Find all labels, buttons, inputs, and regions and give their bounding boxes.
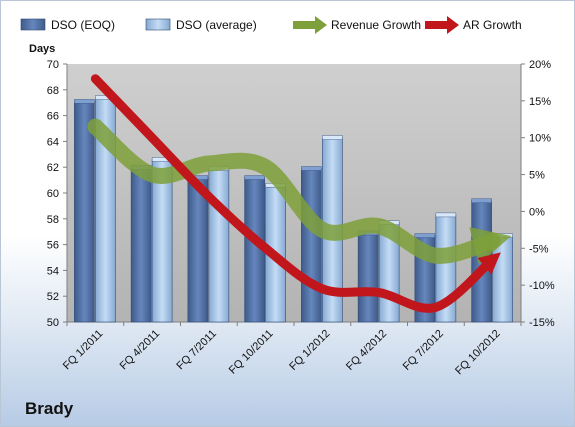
y-tick-label: 52 — [47, 291, 59, 303]
legend-label: Revenue Growth — [331, 18, 421, 32]
bar-cap — [414, 233, 436, 238]
legend: DSO (EOQ) DSO (average) Revenue Growth AR G… — [20, 16, 522, 34]
y-tick-label: 54 — [47, 265, 59, 277]
legend-arrow-icon — [425, 16, 459, 34]
point-revenue-growth — [152, 174, 153, 175]
y-tick-label: 62 — [47, 162, 59, 174]
line-revenue-growth — [87, 118, 512, 265]
bar-dso-average — [208, 168, 230, 323]
x-tick-label: FQ 10/2012 — [453, 328, 503, 378]
point-revenue-growth — [492, 240, 493, 241]
point-ar-growth — [492, 259, 493, 260]
x-tick-label: FQ 4/2011 — [118, 328, 163, 373]
y2-tick-label: 5% — [529, 170, 545, 182]
bar-cap — [74, 99, 95, 104]
x-tick-label: FQ 10/2011 — [227, 328, 276, 377]
bar-cap — [244, 175, 265, 180]
lines-group — [87, 74, 512, 313]
line-ar-growth — [90, 74, 501, 313]
y2-tick-label: 15% — [529, 96, 551, 108]
y-tick-label: 68 — [47, 85, 59, 97]
x-tick-label: FQ 7/2011 — [174, 328, 219, 373]
y-tick-label: 56 — [47, 240, 59, 252]
point-revenue-growth — [95, 126, 96, 127]
point-revenue-growth — [322, 229, 323, 230]
bar-dso-eoq — [74, 101, 95, 323]
point-revenue-growth — [208, 163, 209, 164]
y2-tick-label: -15% — [529, 317, 555, 329]
point-revenue-growth — [435, 255, 436, 256]
legend-label: DSO (average) — [176, 18, 257, 32]
x-tick-label: FQ 4/2012 — [344, 328, 389, 373]
legend-swatch — [145, 18, 171, 31]
point-ar-growth — [435, 307, 436, 308]
legend-label: DSO (EOQ) — [51, 18, 115, 32]
legend-label: AR Growth — [463, 18, 522, 32]
y2-tick-label: 0% — [529, 206, 545, 218]
x-tick-label: FQ 1/2012 — [287, 328, 332, 373]
legend-arrow-icon — [293, 16, 327, 34]
bar-dso-eoq — [301, 168, 322, 323]
point-revenue-growth — [265, 167, 266, 168]
y-tick-label: 64 — [47, 136, 59, 148]
bar-dso-average — [492, 235, 513, 323]
point-ar-growth — [265, 248, 266, 249]
bar-dso-eoq — [187, 177, 209, 323]
company-label: Brady — [25, 399, 74, 418]
y2-tick-label: -5% — [529, 243, 549, 255]
x-tick-label: FQ 7/2012 — [401, 328, 446, 373]
bar-cap — [301, 166, 322, 171]
bar-cap — [435, 212, 457, 218]
point-ar-growth — [322, 288, 323, 289]
point-ar-growth — [208, 196, 209, 197]
bar-cap — [471, 198, 492, 203]
y2-tick-label: 20% — [529, 59, 551, 71]
y2-tick-label: -10% — [529, 280, 555, 292]
y-tick-label: 58 — [47, 214, 59, 226]
y-axis-title: Days — [29, 43, 55, 55]
y-tick-label: 66 — [47, 111, 59, 123]
legend-swatch — [20, 18, 46, 31]
bar-dso-eoq — [130, 166, 152, 323]
x-tick-label: FQ 1/2011 — [61, 328, 106, 373]
bar-dso-eoq — [357, 232, 379, 323]
point-ar-growth — [152, 137, 153, 138]
y-tick-label: 70 — [47, 59, 59, 71]
bar-cap — [322, 135, 343, 140]
point-revenue-growth — [379, 226, 380, 227]
y-tick-label: 60 — [47, 188, 59, 200]
point-ar-growth — [95, 78, 96, 79]
y2-tick-label: 10% — [529, 133, 551, 145]
point-ar-growth — [379, 292, 380, 293]
y-tick-label: 50 — [47, 317, 59, 329]
